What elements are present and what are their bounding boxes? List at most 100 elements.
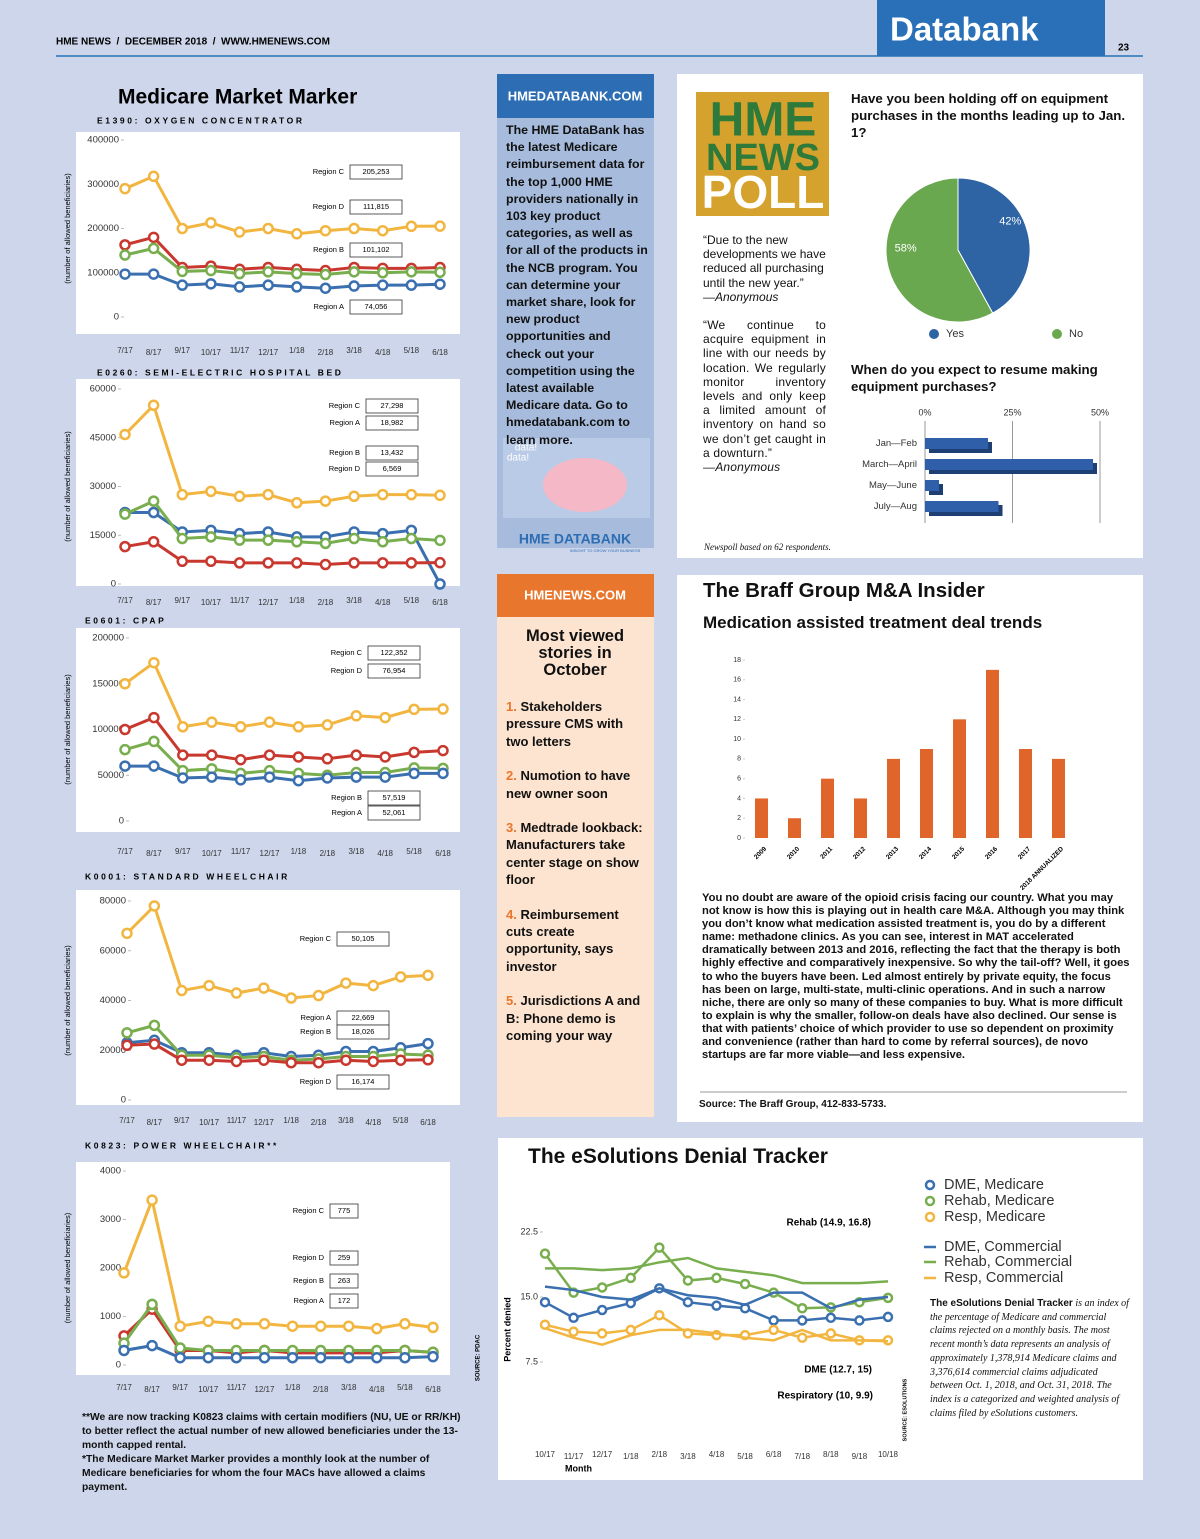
- source: SOURCE: ESOLUTIONS: [902, 1378, 908, 1441]
- point: [350, 710, 363, 722]
- y-tick-label: 0: [737, 835, 741, 842]
- point: [119, 249, 131, 261]
- point: [379, 711, 391, 724]
- y-tick-label: 15000: [90, 530, 116, 541]
- point: [176, 265, 189, 278]
- annotation: Respiratory (10, 9.9): [777, 1391, 873, 1402]
- point: [121, 1027, 133, 1039]
- chart-subtitle: E1390: OXYGEN CONCENTRATOR: [97, 115, 305, 125]
- point: [234, 753, 247, 766]
- image-text: data!: [507, 453, 529, 464]
- data-label: 58%: [895, 242, 917, 254]
- x-tick-label: 10/17: [198, 1385, 219, 1394]
- x-tick-label: 2/18: [320, 849, 336, 858]
- y-tick-label: 8: [737, 756, 741, 763]
- annotation-box: [336, 1074, 390, 1090]
- point: [205, 749, 218, 761]
- point: [350, 749, 363, 761]
- point: [177, 749, 189, 761]
- point: [434, 578, 446, 590]
- point: [342, 1320, 355, 1332]
- point: [119, 428, 131, 441]
- point: [258, 982, 270, 994]
- x-tick-label: 4/18: [375, 598, 391, 607]
- point: [146, 1194, 158, 1206]
- panel-title: The Braff Group M&A Insider: [703, 579, 985, 602]
- x-tick-label: 7/17: [117, 596, 133, 605]
- annotation-box: [367, 645, 421, 661]
- x-tick-label: 12/17: [254, 1118, 275, 1127]
- legend-label: Region C: [313, 167, 345, 176]
- x-tick-label: 1/18: [289, 596, 305, 605]
- chart-panel: [76, 1162, 450, 1375]
- legend-label: Resp, Medicare: [944, 1209, 1046, 1225]
- point: [262, 488, 274, 501]
- point: [121, 927, 133, 940]
- point: [379, 771, 391, 783]
- x-tick-label: 3/18: [680, 1452, 696, 1461]
- point: [371, 1351, 383, 1364]
- point: [177, 772, 189, 784]
- x-tick-label: 4/18: [377, 849, 393, 858]
- y-tick-label: 200000: [92, 633, 124, 644]
- y-tick-label: 150000: [92, 678, 124, 689]
- series-line: [544, 1285, 889, 1310]
- y-tick-label: 400000: [87, 135, 119, 146]
- point: [233, 490, 246, 502]
- point: [286, 1320, 299, 1332]
- chart-subtitle: E0260: SEMI-ELECTRIC HOSPITAL BED: [97, 367, 344, 377]
- annotation: 13,432: [381, 448, 404, 457]
- point: [682, 1275, 694, 1286]
- x-tick-label: 7/17: [119, 1116, 135, 1125]
- annotation: 172: [338, 1296, 351, 1305]
- y-tick-label: 80000: [100, 896, 126, 907]
- point: [121, 1039, 133, 1052]
- y-tick-label: 20000: [100, 1045, 126, 1056]
- point: [376, 488, 389, 501]
- annotation-box: [329, 1250, 359, 1266]
- point: [405, 266, 418, 278]
- x-tick-label: 4/18: [375, 348, 391, 357]
- logo: HME DATABANK: [519, 531, 631, 547]
- point: [539, 1296, 551, 1308]
- bar: [920, 749, 933, 838]
- point: [148, 900, 161, 912]
- point: [291, 557, 303, 569]
- point: [422, 1054, 434, 1066]
- point: [348, 557, 360, 569]
- point: [230, 1318, 243, 1330]
- quote: “Due to the new developments we have red…: [703, 233, 826, 304]
- story: 1. Stakeholders pressure CMS with two le…: [506, 698, 646, 750]
- x-tick-label: 2/18: [311, 1118, 327, 1127]
- point: [625, 1324, 636, 1336]
- sidebar-header: [497, 74, 654, 118]
- point: [434, 556, 446, 569]
- bar: [925, 480, 939, 491]
- point: [119, 760, 131, 772]
- point: [118, 1267, 130, 1279]
- point: [371, 1322, 383, 1335]
- point: [119, 723, 131, 736]
- x-tick-label: 6/18: [435, 849, 451, 858]
- legend-label: Region C: [300, 934, 332, 943]
- point: [376, 224, 389, 237]
- legend-label: Region D: [293, 1253, 325, 1262]
- y-axis-label: (number of allowed beneficiaries): [63, 173, 72, 284]
- point: [148, 735, 160, 748]
- point: [292, 721, 305, 733]
- legend-label: Region B: [313, 245, 344, 254]
- y-tick-label: 1000: [100, 1311, 121, 1322]
- x-tick-label: 8/17: [146, 849, 162, 858]
- x-tick-label: 11/17: [227, 1116, 247, 1125]
- sidebar-body: [497, 617, 654, 1117]
- x-tick-label: 5/18: [406, 847, 422, 856]
- bar: [925, 438, 988, 449]
- point: [263, 716, 276, 728]
- story-title: Jurisdictions A and B: Phone demo is com…: [506, 993, 641, 1044]
- x-tick-label: 11/17: [227, 1383, 247, 1392]
- y-tick-label: 0: [111, 579, 116, 590]
- logo-tagline: INSIGHT TO GROW YOUR BUSINESS: [570, 548, 641, 553]
- point: [427, 1321, 439, 1334]
- legend-label: Region C: [329, 401, 361, 410]
